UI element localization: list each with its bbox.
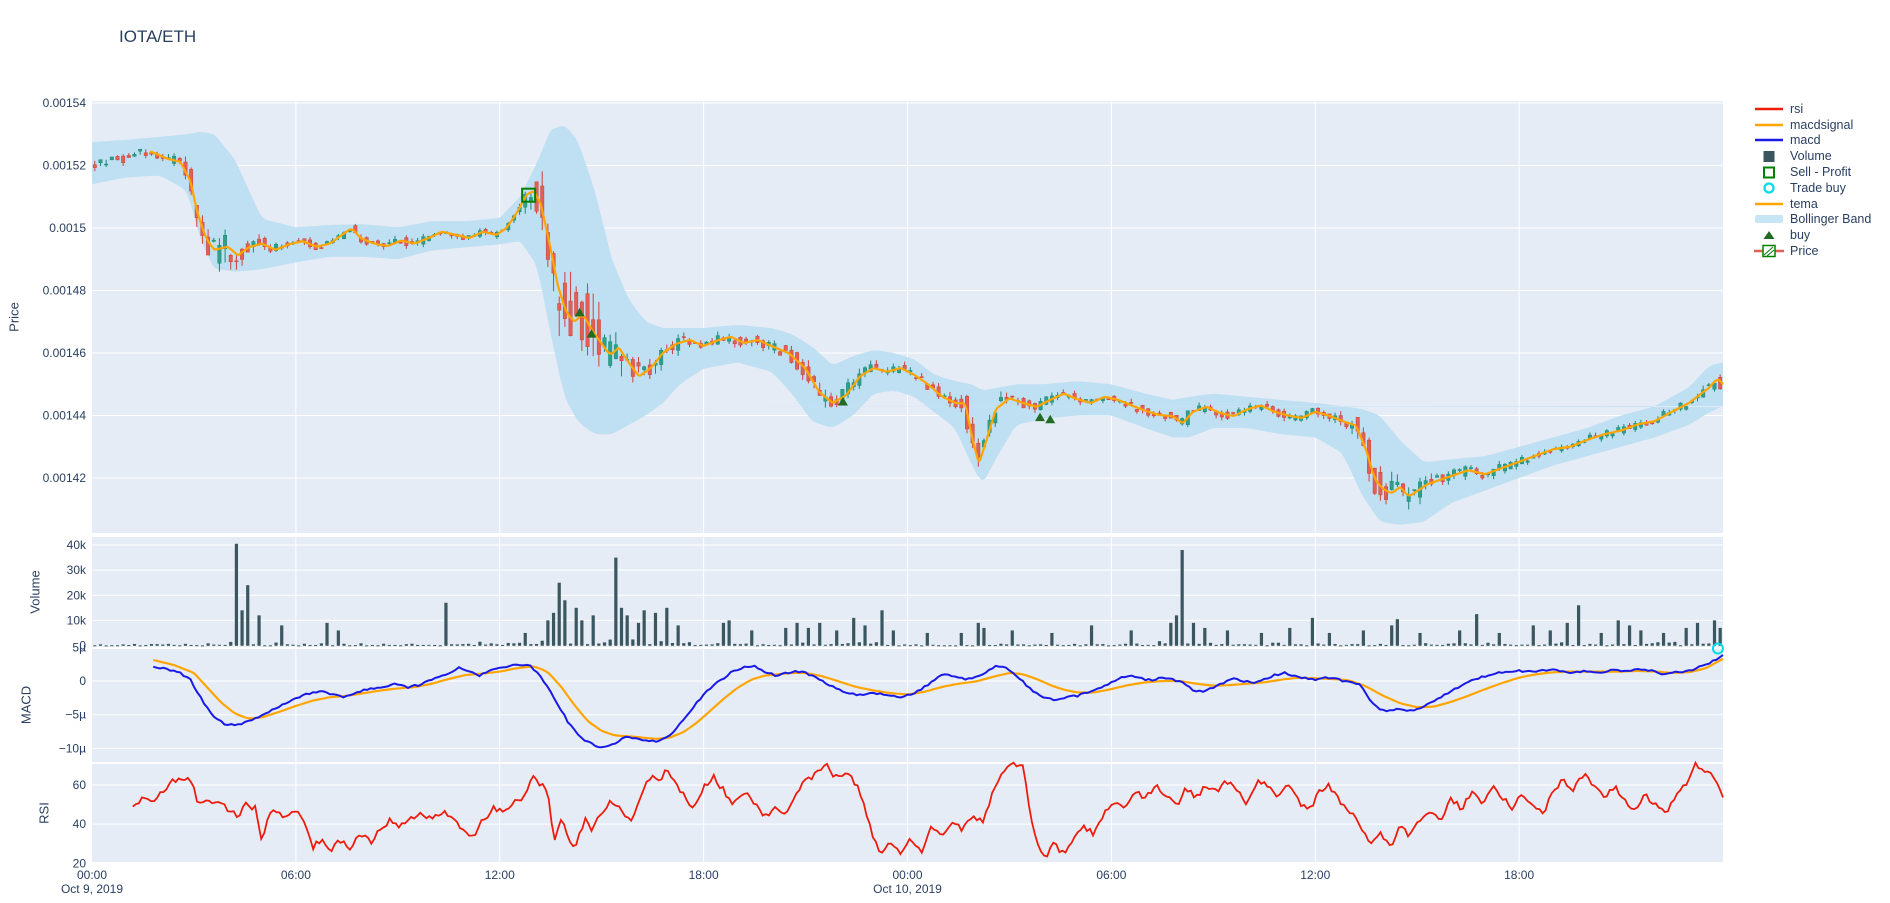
legend-swatch (1753, 197, 1785, 211)
xtick-time: 18:00 (689, 868, 719, 882)
volume-ytick: 20k (67, 588, 87, 602)
macd-line (152, 654, 1724, 749)
macd-ytick: −10µ (59, 741, 86, 755)
buy-marker (1045, 414, 1056, 424)
tick-labels: 0.00154 0.00152 0.0015 0.00148 0.00146 0.0014… (43, 96, 1535, 896)
volume-ytick: 0 (79, 639, 86, 653)
price-axis-title: Price (6, 302, 22, 332)
legend-item-volume[interactable]: Volume (1753, 148, 1871, 164)
legend-label: Sell - Profit (1790, 165, 1852, 180)
volume-ytick: 40k (67, 538, 87, 552)
legend-label: macdsignal (1790, 117, 1854, 132)
macd-axis-title: MACD (18, 685, 34, 725)
tema-group (149, 150, 1724, 497)
tema-legend-icon (1755, 202, 1783, 205)
legend-swatch (1753, 165, 1785, 179)
bollinger-band (0, 126, 1723, 525)
tema-line (149, 150, 1724, 497)
volume-bars (93, 543, 1722, 647)
price-ytick: 0.00144 (43, 409, 87, 423)
price-ytick: 0.00152 (43, 159, 87, 173)
rsi-ytick: 60 (73, 778, 87, 792)
buy-marker (1035, 412, 1046, 422)
macd-ytick: 5µ (72, 640, 86, 654)
legend-label: rsi (1790, 101, 1804, 116)
legend-swatch (1753, 181, 1785, 195)
rsi-ytick: 40 (73, 817, 87, 831)
price-ytick: 0.00154 (43, 96, 87, 110)
volume-ytick: 30k (67, 563, 87, 577)
macd-group (152, 654, 1724, 749)
legend-label: Trade buy (1790, 180, 1846, 195)
legend-label: Volume (1790, 149, 1832, 164)
volume-legend-icon (1763, 151, 1775, 163)
macd-ytick: −5µ (65, 708, 86, 722)
xtick-time: 12:00 (485, 868, 515, 882)
gridlines (92, 101, 1723, 862)
volume-axis-title: Volume (27, 570, 43, 614)
xtick-date: Oct 10, 2019 (873, 882, 942, 896)
price-ytick: 0.00148 (43, 284, 87, 298)
legend-swatch (1753, 244, 1785, 258)
legend-swatch (1753, 149, 1785, 163)
buy-marker (837, 396, 848, 406)
price-ytick: 0.00146 (43, 346, 87, 360)
trade-markers (521, 187, 1724, 655)
rsi-group (132, 760, 1724, 858)
legend-item-buy[interactable]: buy (1753, 227, 1871, 243)
legend-label: Bollinger Band (1790, 212, 1872, 227)
legend-swatch (1753, 133, 1785, 147)
legend-label: tema (1790, 196, 1818, 211)
legend-item-macdsignal[interactable]: macdsignal (1753, 117, 1871, 133)
macdsignal-line (152, 657, 1724, 740)
legend-item-macd[interactable]: macd (1753, 133, 1871, 149)
macdsignal-group (152, 657, 1724, 740)
rsi-axis-title: RSI (36, 802, 52, 824)
sell-profit-marker (521, 187, 537, 203)
price-legend-icon (1754, 244, 1784, 258)
trade-buy-marker (1711, 642, 1724, 655)
chart-title: IOTA/ETH (119, 27, 197, 46)
macdsignal-legend-icon (1755, 123, 1783, 126)
legend-swatch (1753, 228, 1785, 242)
bollinger-band-group (0, 126, 1723, 525)
rsi-line (132, 760, 1724, 858)
buy-legend-icon (1763, 231, 1775, 240)
xtick-time: 00:00 (892, 868, 922, 882)
volume-ytick: 10k (67, 613, 87, 627)
legend-item-price[interactable]: Price (1753, 243, 1871, 259)
bollinger-band-legend-icon (1755, 215, 1783, 224)
legend-swatch (1753, 102, 1785, 116)
rsi-ytick: 20 (73, 856, 87, 870)
legend-item-trade-buy[interactable]: Trade buy (1753, 180, 1871, 196)
legend-item-rsi[interactable]: rsi (1753, 101, 1871, 117)
price-ytick: 0.0015 (49, 221, 86, 235)
legend-label: Price (1790, 244, 1819, 259)
legend-item-bollinger-band[interactable]: Bollinger Band (1753, 212, 1871, 228)
legend-label: macd (1790, 133, 1821, 148)
xtick-date: Oct 9, 2019 (61, 882, 123, 896)
legend-item-tema[interactable]: tema (1753, 196, 1871, 212)
macd-legend-icon (1755, 139, 1783, 142)
legend: rsi macdsignal macd Volume Sell - Profit Trad… (1753, 101, 1871, 259)
macd-ytick: 0 (79, 674, 86, 688)
xtick-time: 06:00 (281, 868, 311, 882)
buy-marker (574, 307, 585, 317)
legend-label: buy (1790, 228, 1811, 243)
price-ytick: 0.00142 (43, 471, 87, 485)
xtick-time: 00:00 (77, 868, 107, 882)
buy-marker (586, 329, 597, 338)
xtick-time: 18:00 (1504, 868, 1534, 882)
sell-profit-legend-icon (1763, 166, 1775, 179)
legend-item-sell-profit[interactable]: Sell - Profit (1753, 164, 1871, 180)
trade-buy-legend-icon (1763, 182, 1775, 194)
xtick-time: 06:00 (1096, 868, 1126, 882)
xtick-time: 12:00 (1300, 868, 1330, 882)
legend-swatch (1753, 212, 1785, 226)
rsi-legend-icon (1755, 107, 1783, 111)
legend-swatch (1753, 118, 1785, 132)
